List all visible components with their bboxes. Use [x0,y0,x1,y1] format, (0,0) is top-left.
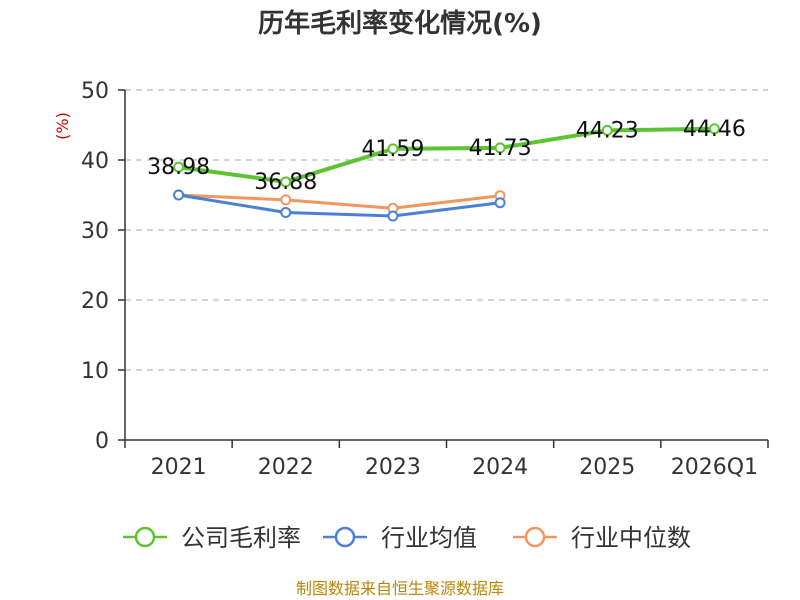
data-point [173,161,185,173]
data-point [280,207,292,218]
data-point [387,143,399,155]
x-tick-label: 2025 [579,455,635,480]
data-label: 41.59 [361,137,424,162]
gridlines [125,89,768,371]
legend: 公司毛利率 行业均值 行业中位数 [123,524,691,552]
data-point [494,142,506,154]
data-point [387,210,399,222]
y-tick-label: 0 [95,429,109,454]
y-tick-label: 40 [81,149,109,174]
legend-marker [524,526,546,548]
data-point [708,123,720,135]
legend-label: 行业中位数 [571,524,691,552]
legend-marker [334,526,356,548]
data-point [280,194,292,206]
y-tick-label: 20 [81,289,109,314]
x-tick-label: 2022 [258,455,314,480]
data-point [280,176,292,188]
x-tick-label: 2024 [472,455,528,480]
series-lines [173,123,720,222]
data-labels: 38.98 36.88 41.59 41.73 44.23 44.46 [147,117,746,195]
y-tick-label: 50 [81,79,109,104]
series-line [178,193,501,210]
data-label: 36.88 [254,170,317,195]
series-line [178,193,501,218]
x-tick-label: 2021 [151,455,207,480]
y-tick-label: 30 [81,219,109,244]
x-tick-label: 2023 [365,455,421,480]
chart-title: 历年毛利率变化情况(%) [258,8,542,39]
data-label: 44.46 [683,117,746,142]
y-axis-label: (%) [53,112,72,140]
data-point [494,197,506,209]
legend-label: 公司毛利率 [181,524,301,552]
y-tick-label: 10 [81,359,109,384]
data-point [601,124,613,136]
x-tick-label: 2026Q1 [671,455,758,480]
data-label: 38.98 [147,155,210,180]
data-point [173,189,185,201]
legend-marker [134,526,156,548]
source-note: 制图数据来自恒生聚源数据库 [296,579,504,598]
series-line [178,126,715,184]
data-label: 41.73 [469,136,532,161]
data-label: 44.23 [576,118,639,143]
legend-label: 行业均值 [381,524,477,552]
axes: 0 10 20 30 40 50 2021 2022 2023 2024 2025 2026Q1 [81,79,769,480]
